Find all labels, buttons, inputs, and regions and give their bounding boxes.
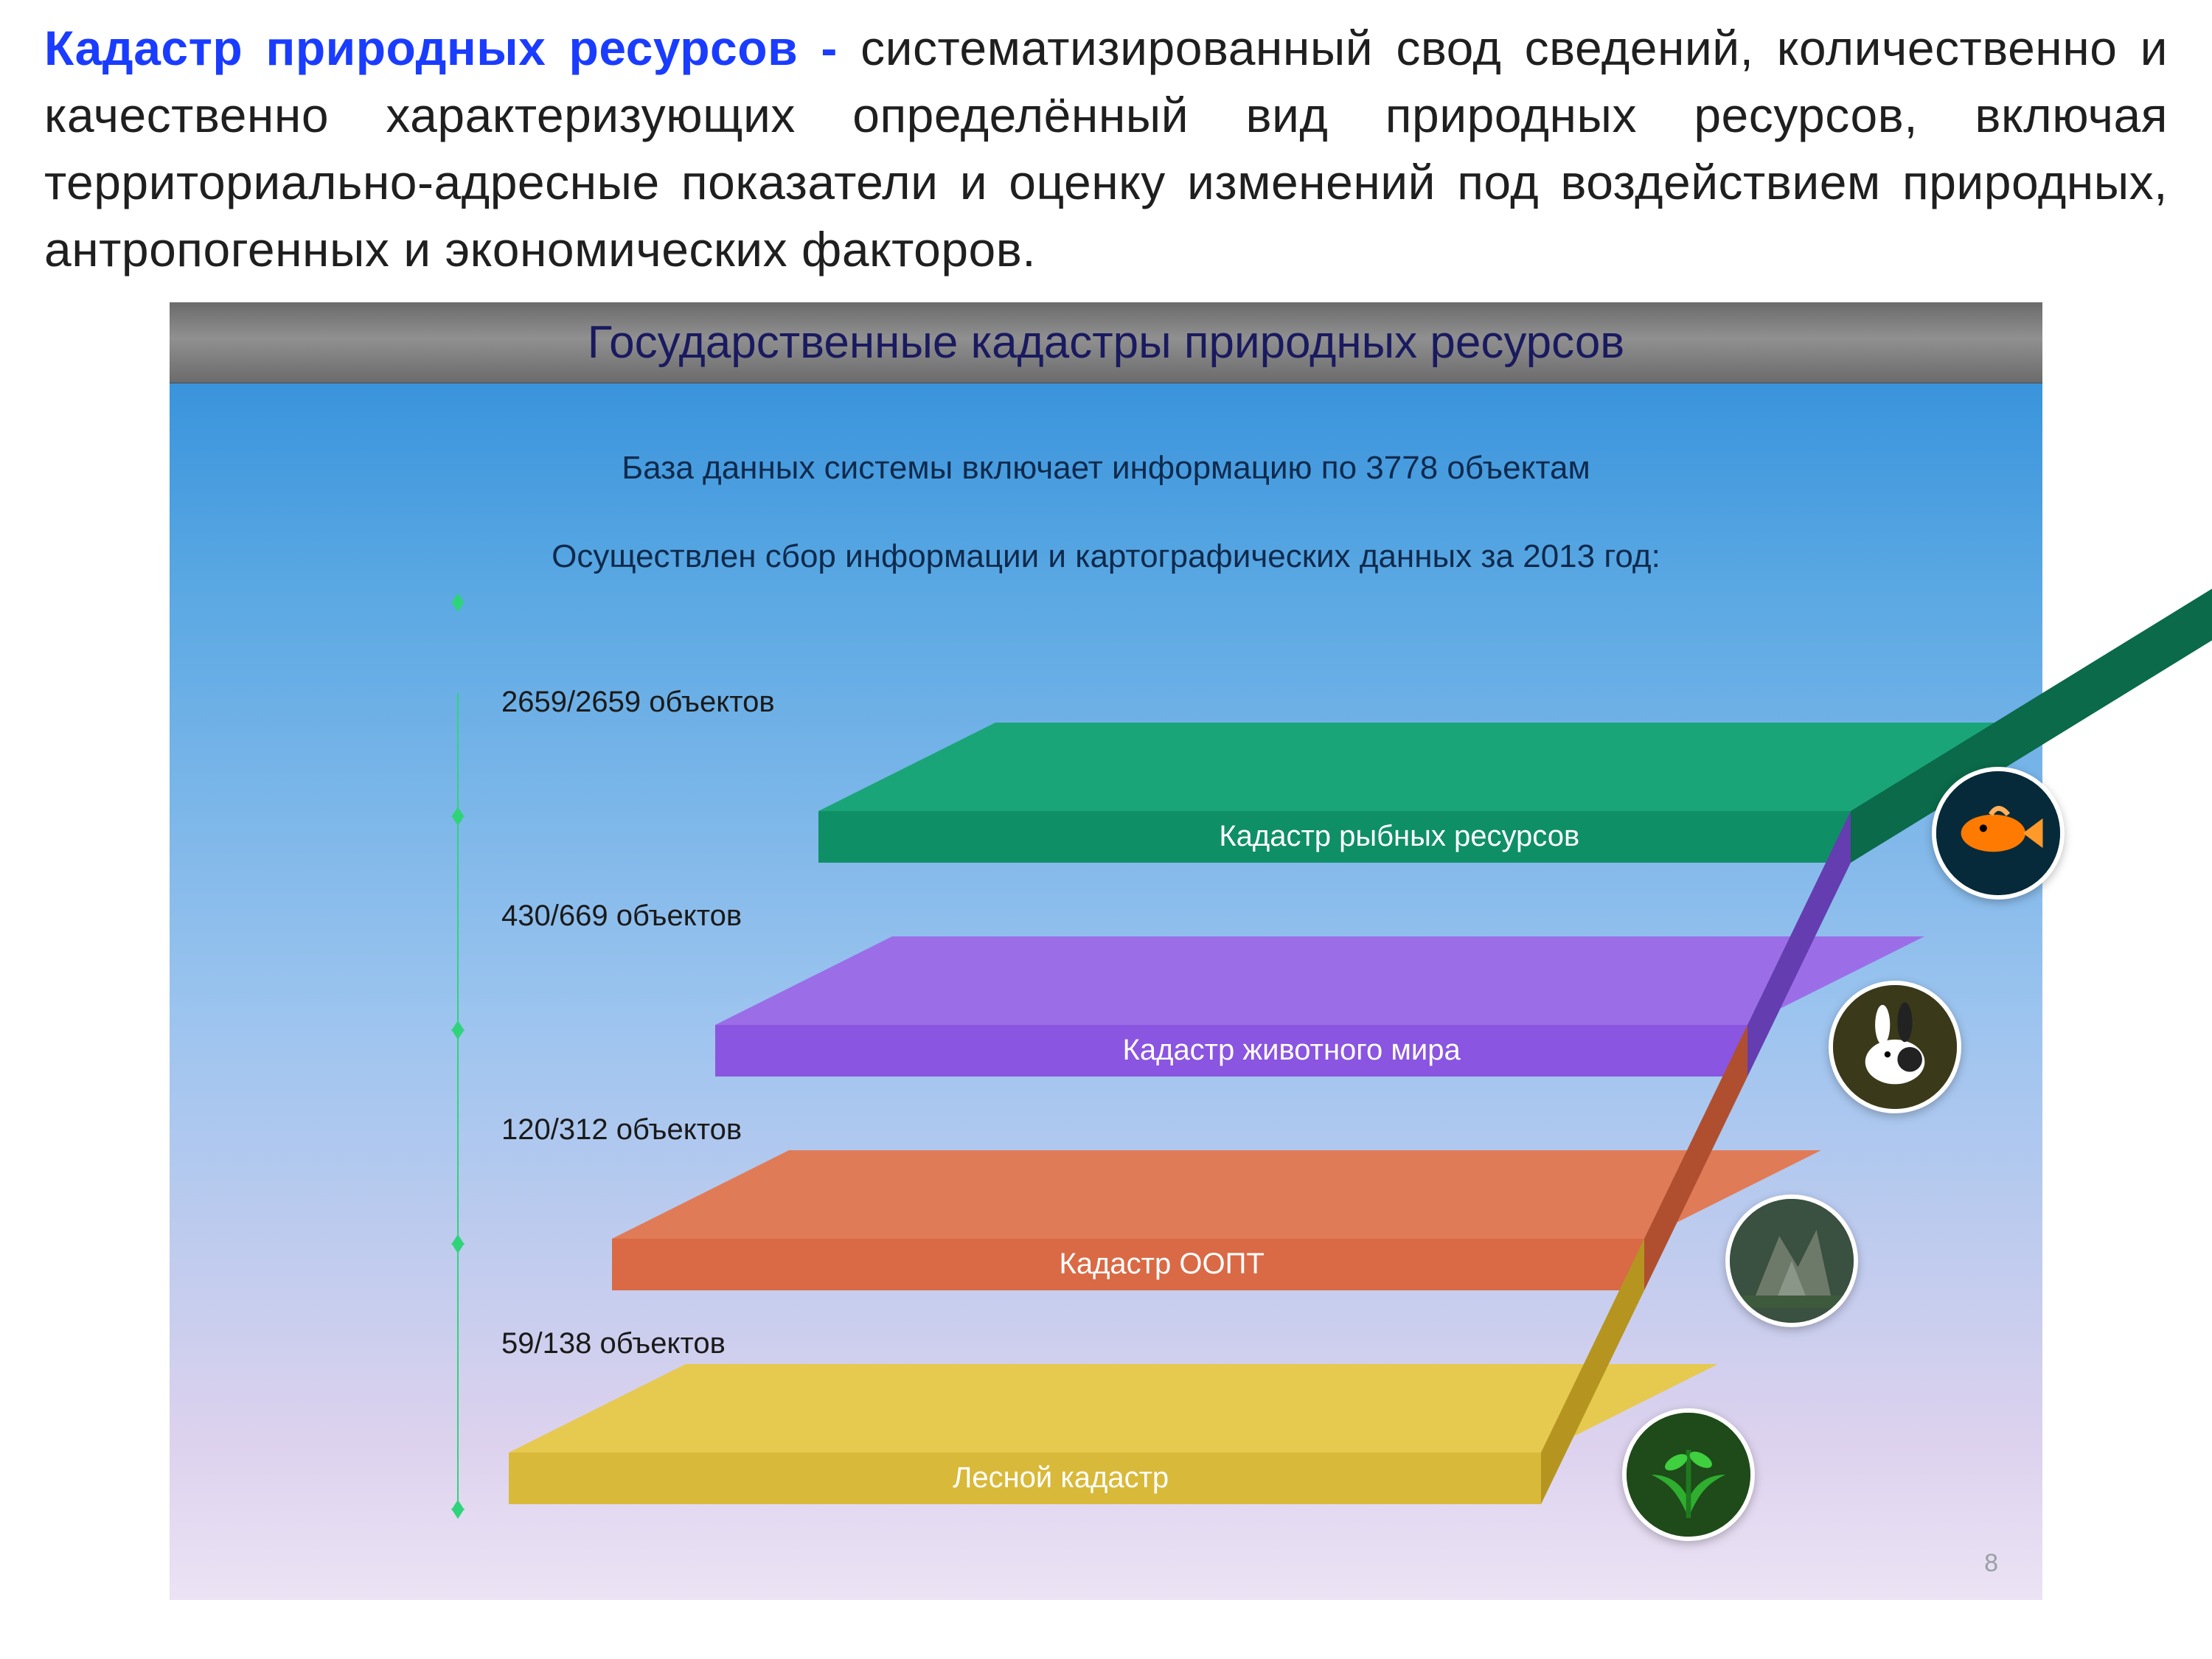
guide-arrow-icon	[451, 1029, 465, 1040]
layer-icon	[1829, 981, 1961, 1113]
figure-wrap: Государственные кадастры природных ресур…	[170, 302, 2042, 1600]
page-number: 8	[1984, 1549, 1998, 1578]
page-root: Кадастр природных ресурсов - систематизи…	[0, 0, 2212, 1659]
figure-title: Государственные кадастры природных ресур…	[170, 302, 2042, 383]
layer-icon	[1932, 767, 2065, 900]
layer-name: Кадастр животного мира	[1123, 1034, 1461, 1067]
guide-arrow-icon	[451, 1243, 465, 1253]
layer-name: Лесной кадастр	[953, 1461, 1169, 1495]
guide-arrow-icon	[451, 815, 465, 826]
figure: Государственные кадастры природных ресур…	[170, 302, 2042, 1600]
definition-paragraph: Кадастр природных ресурсов - систематизи…	[44, 15, 2168, 283]
layer-stats: 120/312 объектов	[501, 1113, 742, 1147]
layer-stats: 430/669 объектов	[501, 900, 742, 933]
figure-subtitle-1: База данных системы включает информацию …	[170, 450, 2042, 487]
layer-name: Кадастр ООПТ	[1060, 1248, 1265, 1281]
layer-icon	[1622, 1408, 1755, 1541]
definition-term: Кадастр природных ресурсов -	[44, 21, 860, 75]
guide-arrow-icon	[451, 602, 465, 612]
layer-name: Кадастр рыбных ресурсов	[1219, 820, 1579, 853]
guide-arrow-icon	[451, 1509, 465, 1519]
figure-subtitle-2: Осуществлен сбор информации и картографи…	[170, 538, 2042, 575]
layer-stats: 59/138 объектов	[501, 1327, 726, 1360]
layered-3d-diagram: 59/138 объектов Лесной кадастр 120/312 объ…	[170, 612, 2042, 1585]
layer-icon	[1725, 1194, 1858, 1327]
layer-stats: 2659/2659 объектов	[501, 686, 775, 719]
